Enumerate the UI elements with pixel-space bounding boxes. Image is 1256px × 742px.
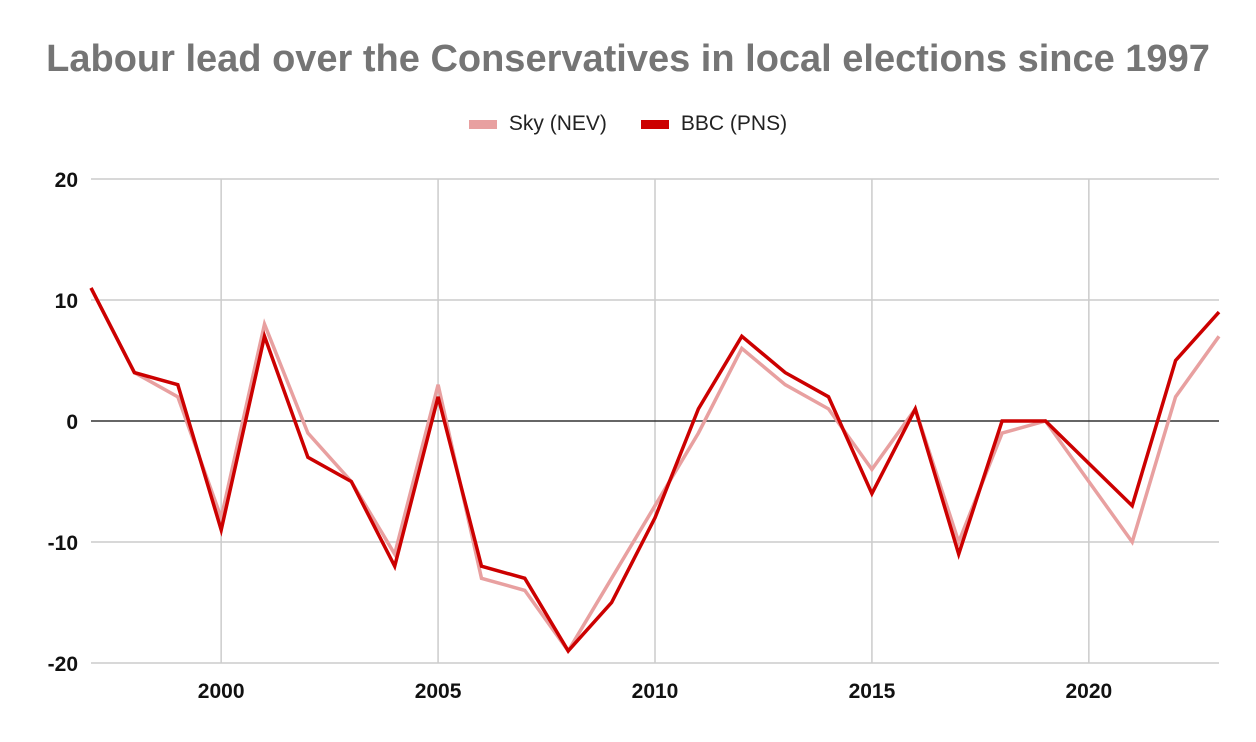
y-tick-label: 0	[66, 411, 78, 434]
x-axis-ticks: 2000 2005 2010 2015 2020	[198, 680, 1112, 703]
series-line-sky	[89, 287, 1221, 655]
x-tick-label: 2020	[1065, 680, 1112, 703]
grid-lines	[91, 178, 1219, 664]
series-lines	[89, 287, 1221, 655]
y-tick-label: -10	[48, 532, 78, 555]
y-tick-label: 20	[55, 169, 78, 192]
x-tick-label: 2010	[632, 680, 679, 703]
y-tick-label: -20	[48, 653, 78, 676]
legend-item-bbc[interactable]: BBC (PNS)	[640, 112, 788, 136]
legend-swatch-bbc	[640, 119, 669, 129]
series-line-bbc	[89, 287, 1221, 654]
legend: Sky (NEV) BBC (PNS)	[0, 112, 1256, 136]
y-tick-label: 10	[55, 290, 78, 313]
legend-label-sky: Sky (NEV)	[508, 112, 607, 135]
legend-swatch-sky	[468, 119, 497, 129]
x-tick-label: 2000	[198, 680, 245, 703]
y-axis-ticks: 20 10 0 -10 -20	[48, 169, 78, 676]
x-tick-label: 2005	[415, 680, 462, 703]
legend-item-sky[interactable]: Sky (NEV)	[468, 112, 607, 136]
x-tick-label: 2015	[849, 680, 896, 703]
legend-label-bbc: BBC (PNS)	[680, 112, 788, 135]
chart-title: Labour lead over the Conservatives in lo…	[46, 38, 1210, 80]
